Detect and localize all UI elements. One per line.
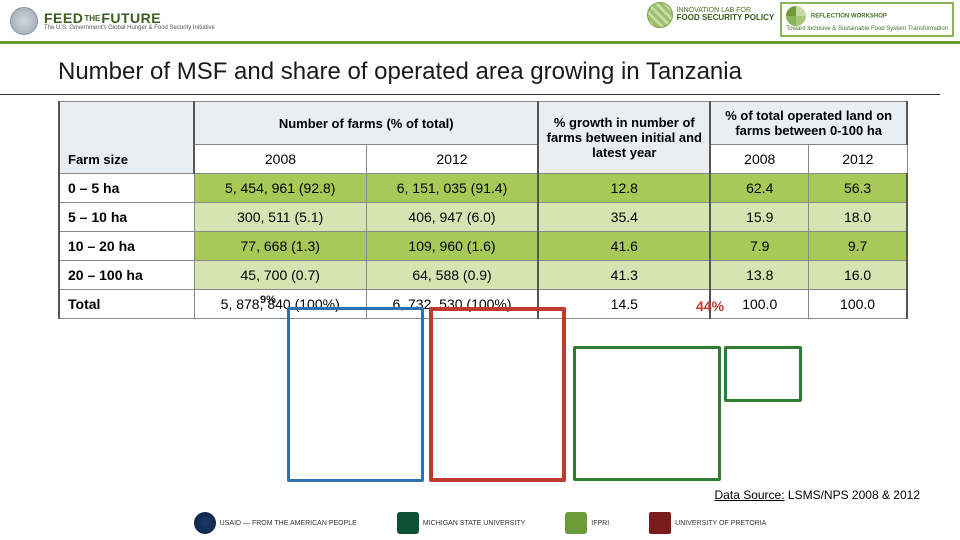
ff-subtitle: The U.S. Government's Global Hunger & Fo… <box>44 25 215 31</box>
cell: 12.8 <box>538 174 710 203</box>
cell: 14.5 <box>538 290 710 319</box>
slide-title: Number of MSF and share of operated area… <box>0 44 940 95</box>
up-logo: UNIVERSITY OF PRETORIA <box>649 512 766 534</box>
table-row: 10 – 20 ha 77, 668 (1.3) 109, 960 (1.6) … <box>59 232 907 261</box>
cell: 100.0 <box>710 290 808 319</box>
ifpri-label: IFPRI <box>591 520 609 527</box>
cell: 41.3 <box>538 261 710 290</box>
usaid-seal-icon <box>194 512 216 534</box>
cell: 7.9 <box>710 232 808 261</box>
reflection-workshop-badge: REFLECTION WORKSHOP Toward Inclusive & S… <box>780 2 954 37</box>
msu-label: MICHIGAN STATE UNIVERSITY <box>423 520 525 527</box>
cell: 6, 732, 530 (100%) <box>366 290 538 319</box>
cell: 62.4 <box>710 174 808 203</box>
cell: 9.7 <box>809 232 907 261</box>
highlight-green1 <box>573 346 721 481</box>
cell: 5, 454, 961 (92.8) <box>194 174 366 203</box>
fsp-line2: FOOD SECURITY POLICY <box>677 13 775 22</box>
hdr-2012-a: 2012 <box>366 145 538 174</box>
cell: 35.4 <box>538 203 710 232</box>
cell: 13.8 <box>710 261 808 290</box>
data-source-note: Data Source: LSMS/NPS 2008 & 2012 <box>715 488 920 502</box>
footer-logos: USAID — FROM THE AMERICAN PEOPLE MICHIGA… <box>0 512 960 534</box>
src-text: LSMS/NPS 2008 & 2012 <box>788 488 920 502</box>
fsp-logo: INNOVATION LAB FOR FOOD SECURITY POLICY <box>647 2 775 28</box>
hdr-2008-b: 2008 <box>710 145 808 174</box>
row-label: Total <box>59 290 194 319</box>
cell: 6, 151, 035 (91.4) <box>366 174 538 203</box>
top-bar: FEEDTHEFUTURE The U.S. Government's Glob… <box>0 0 960 44</box>
nine-percent-badge: 9% <box>258 294 278 307</box>
row-label: 10 – 20 ha <box>59 232 194 261</box>
cell: 5, 878, 840 (100%) <box>194 290 366 319</box>
hdr-growth: % growth in number of farms between init… <box>538 102 710 174</box>
hdr-2012-b: 2012 <box>809 145 907 174</box>
msf-table: Farm size Number of farms (% of total) %… <box>58 101 908 319</box>
ifpri-logo: IFPRI <box>565 512 609 534</box>
cell: 15.9 <box>710 203 808 232</box>
msu-logo: MICHIGAN STATE UNIVERSITY <box>397 512 525 534</box>
cell: 41.6 <box>538 232 710 261</box>
up-badge-icon <box>649 512 671 534</box>
ff-word2: FUTURE <box>101 10 161 26</box>
feed-the-future-logo: FEEDTHEFUTURE The U.S. Government's Glob… <box>10 7 215 35</box>
ff-word1: FEED <box>44 10 83 26</box>
hdr-farm-size: Farm size <box>59 102 194 174</box>
cell: 45, 700 (0.7) <box>194 261 366 290</box>
refl-title: REFLECTION WORKSHOP <box>811 14 887 20</box>
table-row: 0 – 5 ha 5, 454, 961 (92.8) 6, 151, 035 … <box>59 174 907 203</box>
table-row-total: Total 5, 878, 840 (100%) 6, 732, 530 (10… <box>59 290 907 319</box>
row-label: 5 – 10 ha <box>59 203 194 232</box>
cell: 16.0 <box>809 261 907 290</box>
table-row: 5 – 10 ha 300, 511 (5.1) 406, 947 (6.0) … <box>59 203 907 232</box>
usaid-label: USAID — FROM THE AMERICAN PEOPLE <box>220 520 357 527</box>
up-label: UNIVERSITY OF PRETORIA <box>675 520 766 527</box>
globe-icon <box>647 2 673 28</box>
msu-badge-icon <box>397 512 419 534</box>
ff-the: THE <box>84 15 100 23</box>
cell: 109, 960 (1.6) <box>366 232 538 261</box>
us-seal-icon <box>10 7 38 35</box>
hdr-land: % of total operated land on farms betwee… <box>710 102 907 145</box>
hdr-num-farms: Number of farms (% of total) <box>194 102 538 145</box>
right-logo-group: INNOVATION LAB FOR FOOD SECURITY POLICY … <box>647 2 954 37</box>
highlight-blue <box>287 307 424 482</box>
row-label: 0 – 5 ha <box>59 174 194 203</box>
highlight-red <box>429 307 566 482</box>
highlight-green2 <box>724 346 802 402</box>
table-container: Farm size Number of farms (% of total) %… <box>0 101 960 319</box>
cell: 300, 511 (5.1) <box>194 203 366 232</box>
reflection-circle-icon <box>786 6 806 26</box>
usaid-logo: USAID — FROM THE AMERICAN PEOPLE <box>194 512 357 534</box>
cell: 56.3 <box>809 174 907 203</box>
table-row: 20 – 100 ha 45, 700 (0.7) 64, 588 (0.9) … <box>59 261 907 290</box>
forty-four-annot: 44% <box>696 298 724 314</box>
refl-sub: Toward Inclusive & Sustainable Food Syst… <box>786 26 948 32</box>
cell: 64, 588 (0.9) <box>366 261 538 290</box>
row-label: 20 – 100 ha <box>59 261 194 290</box>
cell: 77, 668 (1.3) <box>194 232 366 261</box>
cell: 406, 947 (6.0) <box>366 203 538 232</box>
cell: 18.0 <box>809 203 907 232</box>
hdr-2008-a: 2008 <box>194 145 366 174</box>
ifpri-badge-icon <box>565 512 587 534</box>
cell: 100.0 <box>809 290 907 319</box>
src-underline: Data Source: <box>715 488 785 502</box>
table-body: 0 – 5 ha 5, 454, 961 (92.8) 6, 151, 035 … <box>59 174 907 319</box>
